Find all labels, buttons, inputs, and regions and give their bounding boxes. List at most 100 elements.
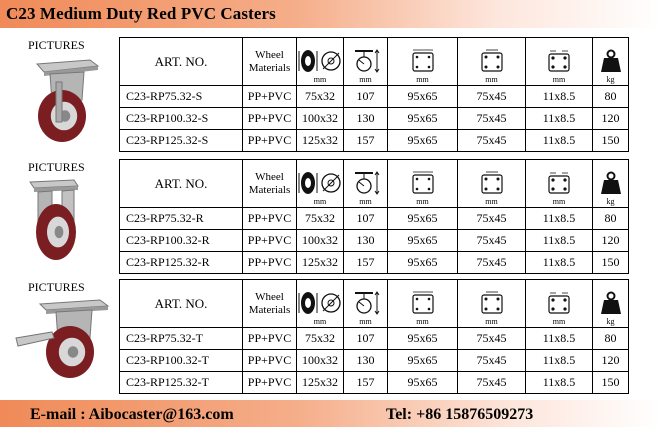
holes-cell: 75x45 <box>457 349 526 372</box>
wheel-cell: 100x32 <box>296 349 344 372</box>
plate-size-icon <box>387 37 458 74</box>
plate-cell: 95x65 <box>387 207 458 230</box>
caster-product-image <box>12 52 107 149</box>
load-cell: 120 <box>592 107 629 130</box>
height-cell: 107 <box>343 85 388 108</box>
phone-text: Tel: +86 15876509273 <box>386 406 534 423</box>
wheel-cell: 125x32 <box>296 371 344 394</box>
plate-cell: 95x65 <box>387 327 458 350</box>
load-cell: 80 <box>592 207 629 230</box>
table-row: C23-RP125.32-T PP+PVC 125x32 157 95x65 75x45 1… <box>119 371 629 394</box>
pictures-label: PICTURES <box>28 280 85 294</box>
bolt-hole-icon <box>525 159 593 196</box>
bolt-cell: 11x8.5 <box>525 229 593 252</box>
height-cell: 107 <box>343 327 388 350</box>
load-cell: 120 <box>592 349 629 372</box>
spec-table: ART. NO. Wheel Materials mm mm mm mm mm kg C23-RP… <box>119 279 629 394</box>
height-cell: 130 <box>343 229 388 252</box>
bolt-cell: 11x8.5 <box>525 251 593 274</box>
hole-spacing-icon <box>457 37 526 74</box>
height-cell: 107 <box>343 207 388 230</box>
material-cell: PP+PVC <box>242 251 297 274</box>
wheel-cell: 100x32 <box>296 107 344 130</box>
bolt-cell: 11x8.5 <box>525 207 593 230</box>
art-no-cell: C23-RP75.32-T <box>119 327 243 350</box>
table-row: C23-RP125.32-S PP+PVC 125x32 157 95x65 75x45 1… <box>119 129 629 152</box>
pictures-label: PICTURES <box>28 38 85 52</box>
holes-cell: 75x45 <box>457 207 526 230</box>
unit-label: mm <box>343 316 388 328</box>
art-no-cell: C23-RP100.32-T <box>119 349 243 372</box>
unit-label: mm <box>387 316 458 328</box>
unit-label: mm <box>525 74 593 86</box>
wheel-size-icon <box>296 279 344 316</box>
caster-product-image <box>12 294 112 391</box>
art-no-cell: C23-RP125.32-S <box>119 129 243 152</box>
wheel-header-line1: Wheel <box>255 290 284 303</box>
unit-label: mm <box>525 196 593 208</box>
load-capacity-icon <box>592 159 629 196</box>
wheel-cell: 125x32 <box>296 129 344 152</box>
material-cell: PP+PVC <box>242 107 297 130</box>
table-row: C23-RP100.32-R PP+PVC 100x32 130 95x65 75x45 1… <box>119 229 629 252</box>
load-cell: 80 <box>592 85 629 108</box>
load-cell: 150 <box>592 129 629 152</box>
holes-cell: 75x45 <box>457 129 526 152</box>
hole-spacing-icon <box>457 279 526 316</box>
bolt-hole-icon <box>525 279 593 316</box>
table-row: C23-RP125.32-R PP+PVC 125x32 157 95x65 75x45 1… <box>119 251 629 274</box>
material-cell: PP+PVC <box>242 349 297 372</box>
spec-table: ART. NO. Wheel Materials mm mm mm mm mm kg C23-RP… <box>119 159 629 274</box>
unit-label: mm <box>343 196 388 208</box>
unit-label: mm <box>343 74 388 86</box>
art-no-header: ART. NO. <box>119 37 243 86</box>
art-no-cell: C23-RP125.32-T <box>119 371 243 394</box>
table-row: C23-RP100.32-T PP+PVC 100x32 130 95x65 75x45 1… <box>119 349 629 372</box>
wheel-cell: 75x32 <box>296 207 344 230</box>
material-cell: PP+PVC <box>242 371 297 394</box>
load-capacity-icon <box>592 37 629 74</box>
bolt-cell: 11x8.5 <box>525 349 593 372</box>
header-row: ART. NO. Wheel Materials <box>119 37 629 86</box>
bolt-cell: 11x8.5 <box>525 371 593 394</box>
plate-cell: 95x65 <box>387 349 458 372</box>
unit-label: mm <box>296 316 344 328</box>
unit-label: kg <box>592 196 629 208</box>
wheel-cell: 125x32 <box>296 251 344 274</box>
plate-cell: 95x65 <box>387 371 458 394</box>
units-row: mm mm mm mm mm kg <box>120 74 629 86</box>
plate-cell: 95x65 <box>387 251 458 274</box>
art-no-header: ART. NO. <box>119 279 243 328</box>
load-cell: 150 <box>592 251 629 274</box>
header-row: ART. NO. Wheel Materials <box>119 279 629 328</box>
unit-label: kg <box>592 316 629 328</box>
caster-product-image <box>12 174 107 271</box>
table-row: C23-RP75.32-S PP+PVC 75x32 107 95x65 75x45 11x… <box>119 85 629 108</box>
units-row: mm mm mm mm mm kg <box>120 316 629 328</box>
holes-cell: 75x45 <box>457 327 526 350</box>
wheel-size-icon <box>296 159 344 196</box>
total-height-icon <box>343 279 388 316</box>
hole-spacing-icon <box>457 159 526 196</box>
bolt-cell: 11x8.5 <box>525 107 593 130</box>
load-cell: 120 <box>592 229 629 252</box>
contact-footer: E-mail : Aibocaster@163.com Tel: +86 158… <box>0 400 661 427</box>
caster-section-rigid: PICTURES ART. NO. Wheel Materials mm mm mm mm m… <box>0 152 661 274</box>
unit-label: mm <box>387 196 458 208</box>
wheel-cell: 75x32 <box>296 327 344 350</box>
header-row: ART. NO. Wheel Materials <box>119 159 629 208</box>
page-title: C23 Medium Duty Red PVC Casters <box>6 4 276 23</box>
unit-label: mm <box>387 74 458 86</box>
art-no-cell: C23-RP100.32-R <box>119 229 243 252</box>
art-no-cell: C23-RP75.32-S <box>119 85 243 108</box>
art-no-header: ART. NO. <box>119 159 243 208</box>
load-cell: 150 <box>592 371 629 394</box>
material-cell: PP+PVC <box>242 229 297 252</box>
bolt-cell: 11x8.5 <box>525 129 593 152</box>
material-cell: PP+PVC <box>242 85 297 108</box>
bolt-hole-icon <box>525 37 593 74</box>
bolt-cell: 11x8.5 <box>525 85 593 108</box>
height-cell: 157 <box>343 129 388 152</box>
wheel-materials-header: Wheel Materials <box>242 279 297 328</box>
material-cell: PP+PVC <box>242 207 297 230</box>
